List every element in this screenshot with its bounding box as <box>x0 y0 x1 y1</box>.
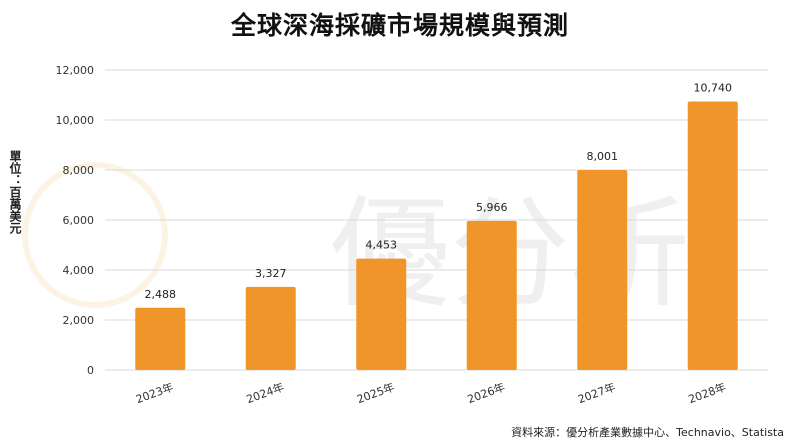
bar <box>466 220 517 370</box>
bar <box>135 307 186 370</box>
bar <box>577 169 628 370</box>
y-tick-label: 8,000 <box>63 164 95 177</box>
bar-value-label: 5,966 <box>476 201 508 214</box>
x-tick-label: 2023年 <box>134 380 175 406</box>
y-tick-label: 0 <box>87 364 94 377</box>
y-tick-label: 6,000 <box>63 214 95 227</box>
bar-value-label: 2,488 <box>145 288 177 301</box>
x-tick-label: 2028年 <box>686 380 727 406</box>
x-tick-label: 2027年 <box>576 380 617 406</box>
bar-value-label: 3,327 <box>255 267 287 280</box>
y-tick-label: 12,000 <box>56 64 95 77</box>
bar <box>245 286 296 370</box>
source-note: 資料來源：優分析產業數據中心、Technavio、Statista <box>511 426 784 439</box>
chart-title: 全球深海採礦市場規模與預測 <box>230 11 569 40</box>
gridlines <box>105 69 768 371</box>
bar-value-label: 10,740 <box>694 82 733 95</box>
x-tick-label: 2025年 <box>355 380 396 406</box>
x-axis-ticks: 2023年 2024年 2025年 2026年 2027年 2028年 <box>134 380 728 406</box>
bar <box>687 101 738 370</box>
bar-value-label: 4,453 <box>366 239 398 252</box>
x-tick-label: 2026年 <box>465 380 506 406</box>
value-labels: 2,488 3,327 4,453 5,966 8,001 10,740 <box>145 82 733 301</box>
y-tick-label: 10,000 <box>56 114 95 127</box>
y-axis-label: 單位：百萬美元 <box>8 150 22 234</box>
bars <box>135 101 738 370</box>
watermark-circle <box>22 162 168 308</box>
x-tick-label: 2024年 <box>244 380 285 406</box>
bar-value-label: 8,001 <box>587 150 619 163</box>
y-tick-label: 2,000 <box>63 314 95 327</box>
bar <box>356 258 407 370</box>
y-axis-ticks: 0 2,000 4,000 6,000 8,000 10,000 12,000 <box>56 64 95 377</box>
y-tick-label: 4,000 <box>63 264 95 277</box>
